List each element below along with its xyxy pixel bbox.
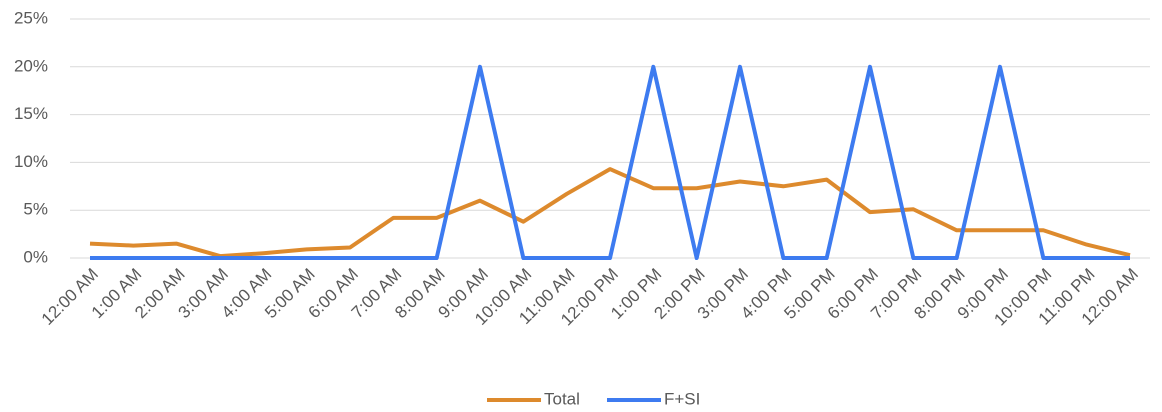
x-tick-label: 12:00 AM	[38, 265, 102, 329]
y-tick-label: 10%	[14, 152, 48, 171]
legend-item: F+SI	[607, 389, 700, 408]
y-tick-label: 15%	[14, 104, 48, 123]
y-tick-label: 25%	[14, 8, 48, 27]
legend-label: Total	[544, 389, 580, 408]
y-tick-label: 5%	[23, 200, 48, 219]
legend-label: F+SI	[664, 389, 700, 408]
legend-item: Total	[487, 389, 580, 408]
y-tick-label: 0%	[23, 247, 48, 266]
series-line	[90, 64, 1130, 260]
series-line	[89, 167, 1131, 259]
y-tick-label: 20%	[14, 56, 48, 75]
